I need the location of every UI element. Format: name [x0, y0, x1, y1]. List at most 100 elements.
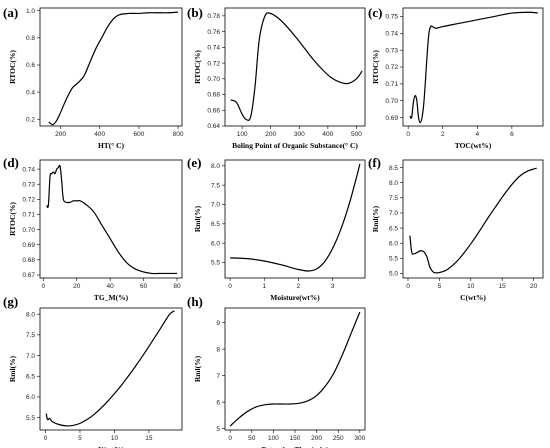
y-tick-label: 0.64: [207, 123, 220, 130]
x-tick-label: 500: [351, 131, 362, 138]
y-tick-label: 0.73: [385, 47, 398, 54]
series-line: [230, 163, 361, 272]
y-tick-label: 8.0: [26, 311, 35, 318]
panel-letter: (h): [187, 294, 203, 309]
series-line: [409, 11, 538, 124]
y-tick-label: 6.0: [389, 240, 398, 247]
y-tick-label: 0.73: [22, 181, 35, 188]
x-tick-label: 150: [290, 435, 301, 442]
y-tick-label: 0.72: [22, 197, 35, 204]
y-tick-label: 5.5: [26, 415, 35, 422]
x-tick-label: 40: [107, 283, 115, 290]
x-tick-label: 2: [297, 283, 301, 290]
x-axis-label: C(wt%): [460, 293, 486, 302]
panel-letter: (b): [187, 5, 203, 20]
x-axis-label: TG_M(%): [94, 293, 129, 302]
y-tick-label: 0.78: [207, 13, 220, 20]
y-tick-label: 7: [216, 373, 220, 380]
y-tick-label: 8.0: [211, 163, 220, 170]
y-tick-label: 7.5: [389, 195, 398, 202]
y-tick-label: 0.4: [26, 89, 35, 96]
y-axis-label: RTOC(%): [8, 50, 17, 84]
x-axis-label: Moisture(wt%): [270, 293, 320, 302]
y-tick-label: 0.69: [385, 115, 398, 122]
x-tick-label: 400: [94, 131, 105, 138]
y-tick-label: 6.0: [211, 240, 220, 247]
x-tick-label: 20: [530, 283, 538, 290]
x-tick-label: 0: [228, 435, 232, 442]
y-tick-label: 0.72: [207, 60, 220, 67]
plot-frame: [402, 159, 544, 279]
y-tick-label: 0.66: [207, 107, 220, 114]
y-tick-label: 7.5: [211, 182, 220, 189]
x-tick-label: 100: [268, 435, 279, 442]
x-tick-label: 800: [173, 131, 184, 138]
x-tick-label: 600: [133, 131, 144, 138]
y-tick-label: 0.76: [207, 29, 220, 36]
y-tick-label: 7.5: [26, 332, 35, 339]
y-axis-label: RTOC(%): [8, 202, 17, 236]
y-tick-label: 0.74: [207, 45, 220, 52]
y-tick-label: 0.70: [385, 98, 398, 105]
x-tick-label: 50: [248, 435, 256, 442]
x-tick-label: 3: [331, 283, 335, 290]
x-tick-label: 15: [499, 283, 507, 290]
panel-2: (b) 100 200 300 400 500 0.64 0.66 0.68 0.70 0.72 0.…: [187, 5, 366, 150]
y-tick-label: 6: [216, 399, 220, 406]
plot-frame: [224, 7, 366, 127]
x-axis-label: Retention Time(min): [261, 445, 329, 448]
y-tick-label: 0.71: [385, 81, 398, 88]
x-tick-label: 300: [354, 435, 365, 442]
y-axis-label: Rml(%): [8, 355, 17, 382]
y-tick-label: 8: [216, 346, 220, 353]
plot-frame: [402, 7, 544, 127]
y-tick-label: 7.0: [389, 210, 398, 217]
y-tick-label: 1.0: [26, 8, 35, 15]
x-tick-label: 0: [228, 283, 232, 290]
x-tick-label: 200: [311, 435, 322, 442]
panel-letter: (e): [187, 155, 201, 170]
series-line: [230, 12, 363, 121]
x-tick-label: 200: [55, 131, 66, 138]
x-tick-label: 4: [476, 131, 480, 138]
y-tick-label: 0.70: [207, 76, 220, 83]
x-tick-label: 0: [44, 435, 48, 442]
y-tick-label: 0.8: [26, 35, 35, 42]
y-tick-label: 0.69: [22, 242, 35, 249]
panel-3: (c) 0 2 4 6 0.69 0.70 0.71 0.72 0.73 0.74 0.75 TOC(w…: [368, 5, 544, 150]
panel-6: (f) 0 5 10 15 20 5.0 5.5 6.0 6.5 7.0 7.5 8.0 8.5 C(wt%…: [368, 155, 544, 302]
y-tick-label: 5.5: [211, 260, 220, 267]
y-tick-label: 6.5: [211, 221, 220, 228]
y-tick-label: 7.0: [211, 202, 220, 209]
x-tick-label: 5: [438, 283, 442, 290]
x-tick-label: 0: [406, 131, 410, 138]
panel-letter: (f): [368, 155, 381, 170]
panel-letter: (c): [368, 5, 382, 20]
x-tick-label: 400: [322, 131, 333, 138]
series-line: [46, 164, 177, 275]
panel-5: (e) 0 1 2 3 5.5 6.0 6.5 7.0 7.5 8.0 Moisture(wt%) Rm…: [187, 155, 366, 302]
y-tick-label: 0.2: [26, 116, 35, 123]
x-tick-label: 5: [78, 435, 82, 442]
x-tick-label: 10: [111, 435, 119, 442]
panel-4: (d) 0 20 40 60 80 0.67 0.68 0.69 0.70 0.71 0.72 0.73…: [3, 155, 183, 302]
panel-1: (a) 200 400 600 800 0.2 0.4 0.6 0.8 1.0 HT(° C) RTO…: [3, 5, 184, 150]
x-tick-label: 80: [173, 283, 181, 290]
plot-frame: [39, 7, 183, 127]
y-axis-label: Rml(%): [371, 205, 380, 232]
y-tick-label: 7.0: [26, 353, 35, 360]
series-line: [48, 11, 179, 126]
x-tick-label: 6: [510, 131, 514, 138]
y-axis-label: RTOC(%): [371, 50, 380, 84]
x-axis-label: Boling Point of Organic Substance(° C): [232, 141, 358, 150]
plot-frame: [39, 307, 183, 431]
y-tick-label: 0.74: [385, 30, 398, 37]
y-tick-label: 5.0: [389, 271, 398, 278]
series-line: [45, 310, 175, 427]
x-tick-label: 0: [406, 283, 410, 290]
y-tick-label: 0.74: [22, 166, 35, 173]
y-tick-label: 5.5: [389, 256, 398, 263]
y-axis-label: Rml(%): [193, 355, 202, 382]
plot-frame: [39, 159, 183, 279]
y-tick-label: 0.75: [385, 14, 398, 21]
